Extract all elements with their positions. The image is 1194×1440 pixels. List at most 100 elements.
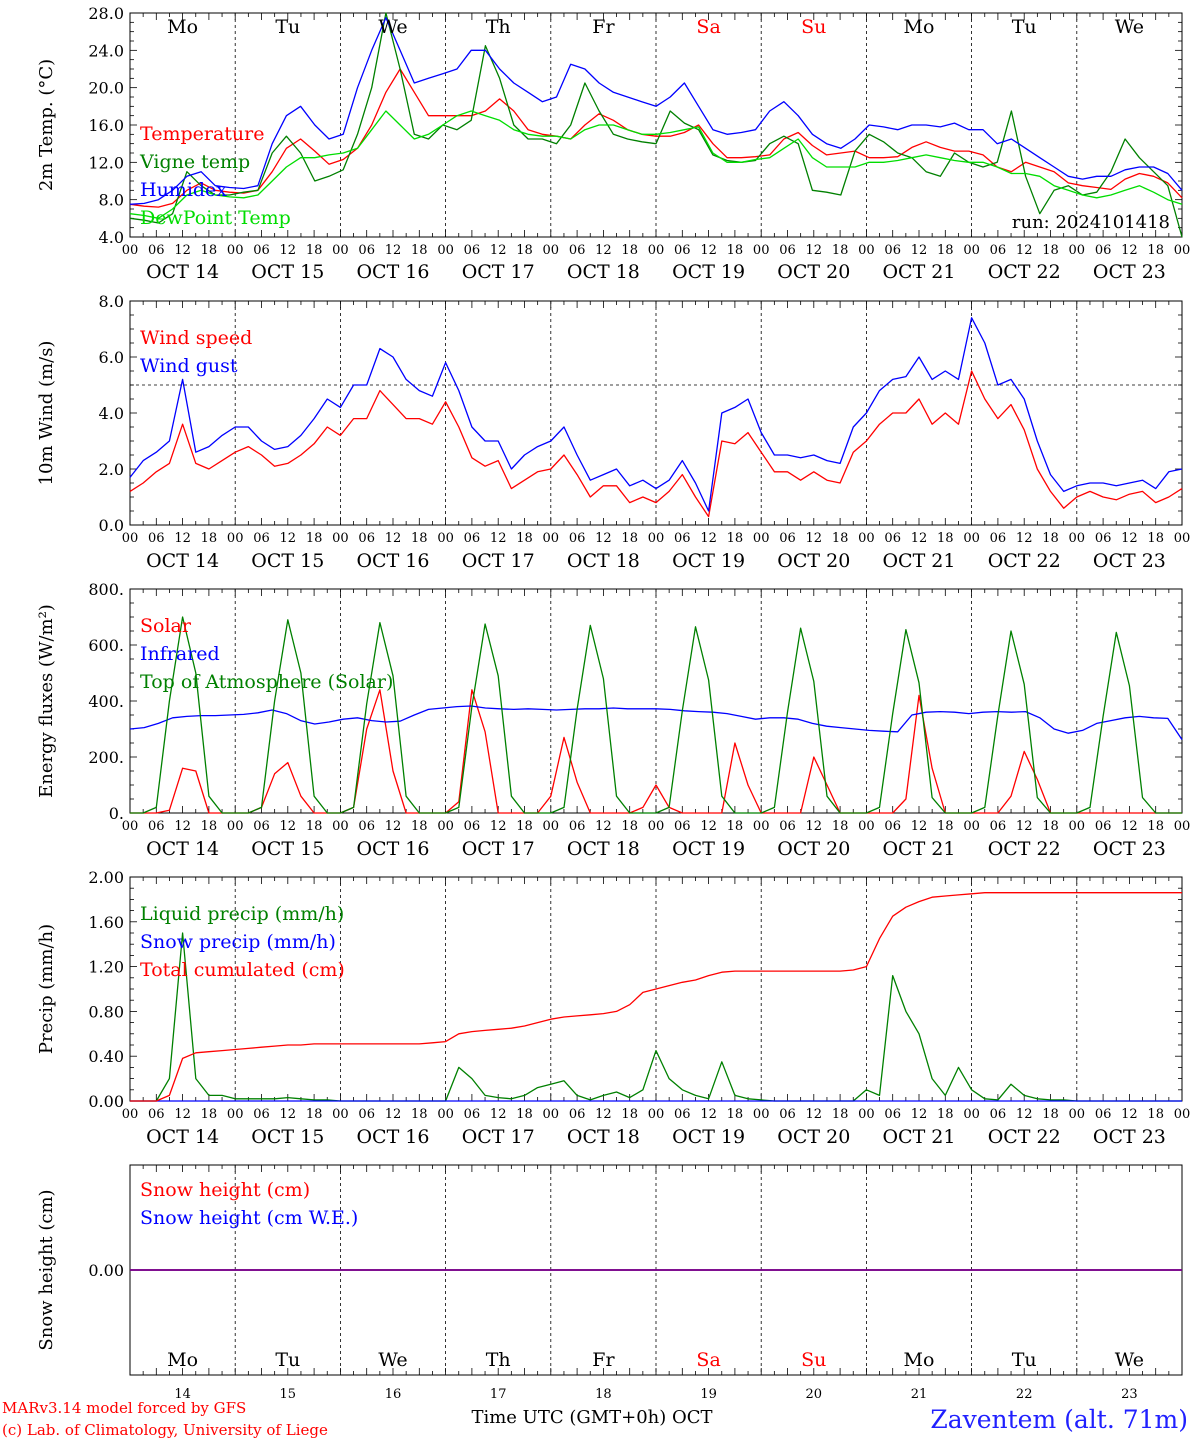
- legend-entry: Wind speed: [140, 327, 252, 349]
- day-number-label: 22: [1016, 1387, 1033, 1402]
- y-tick-label: 8.0: [99, 292, 124, 311]
- station-label: Zaventem (alt. 71m): [930, 1405, 1188, 1434]
- y-tick-label: 4.0: [99, 228, 124, 247]
- weekday-label: Su: [801, 1349, 826, 1371]
- date-label: OCT 15: [251, 838, 324, 860]
- hour-tick-label: 00: [122, 531, 139, 546]
- hour-tick-label: 06: [990, 1107, 1007, 1122]
- series-line-total-cumulated-cm-: [130, 892, 1182, 1102]
- date-label: OCT 14: [146, 1126, 219, 1148]
- hour-tick-label: 00: [543, 243, 560, 258]
- panel-1: 4.0 8.0 12.0 16.0 20.0 24.0 28.0 2m Temp. (°C) T…: [36, 4, 1190, 283]
- hour-tick-label: 18: [1042, 243, 1059, 258]
- hour-tick-label: 00: [1069, 531, 1086, 546]
- hour-tick-label: 00: [437, 819, 454, 834]
- chart-panels: 4.0 8.0 12.0 16.0 20.0 24.0 28.0 2m Temp. (°C) T…: [36, 4, 1190, 1402]
- hour-tick-label: 18: [1042, 531, 1059, 546]
- hour-tick-label: 12: [911, 819, 928, 834]
- legend-entry: Wind gust: [140, 355, 238, 377]
- y-tick-label: 24.0: [88, 41, 124, 60]
- hour-tick-label: 18: [516, 243, 533, 258]
- series-line-wind-speed: [129, 370, 1183, 518]
- hour-tick-label: 12: [911, 243, 928, 258]
- hour-tick-label: 00: [1069, 243, 1086, 258]
- hour-tick-label: 06: [674, 819, 691, 834]
- panel-5: 0.00 Snow height (cm) Snow height (cm) Snow…: [36, 1164, 1183, 1402]
- hour-tick-label: 12: [280, 1107, 297, 1122]
- date-label: OCT 18: [567, 838, 640, 860]
- y-tick-label: 6.0: [99, 348, 124, 367]
- hour-tick-label: 06: [884, 1107, 901, 1122]
- hour-tick-label: 18: [1042, 1107, 1059, 1122]
- hour-tick-label: 06: [884, 531, 901, 546]
- date-label: OCT 16: [356, 261, 429, 283]
- hour-tick-label: 12: [490, 243, 507, 258]
- hour-tick-label: 12: [280, 819, 297, 834]
- hour-tick-label: 12: [280, 531, 297, 546]
- weekday-label: Tu: [1012, 16, 1037, 38]
- date-label: OCT 23: [1093, 1126, 1166, 1148]
- date-label: OCT 14: [146, 838, 219, 860]
- hour-tick-label: 00: [858, 243, 875, 258]
- hour-tick-label: 18: [937, 819, 954, 834]
- date-label: OCT 15: [251, 261, 324, 283]
- y-tick-label: 8.0: [99, 191, 124, 210]
- hour-tick-label: 00: [332, 1107, 349, 1122]
- series-line-humidex: [129, 17, 1183, 205]
- hour-tick-label: 06: [1095, 531, 1112, 546]
- date-label: OCT 16: [356, 550, 429, 572]
- weekday-label: Tu: [1012, 1349, 1037, 1371]
- hour-tick-label: 18: [516, 819, 533, 834]
- hour-tick-label: 06: [569, 819, 586, 834]
- hour-tick-label: 06: [1095, 1107, 1112, 1122]
- hour-tick-label: 18: [201, 531, 218, 546]
- date-label: OCT 14: [146, 261, 219, 283]
- legend-entry: Humidex: [140, 179, 227, 201]
- date-label: OCT 22: [988, 838, 1061, 860]
- hour-tick-label: 12: [280, 243, 297, 258]
- hour-tick-label: 00: [858, 819, 875, 834]
- hour-tick-label: 00: [1174, 819, 1191, 834]
- hour-tick-label: 06: [464, 1107, 481, 1122]
- hour-tick-label: 18: [832, 819, 849, 834]
- hour-tick-label: 18: [832, 1107, 849, 1122]
- series-line-infrared: [129, 705, 1183, 740]
- date-label: OCT 23: [1093, 838, 1166, 860]
- date-label: OCT 18: [567, 550, 640, 572]
- hour-tick-label: 12: [595, 243, 612, 258]
- y-tick-label: 600.: [88, 636, 124, 655]
- legend-entry: Solar: [140, 615, 192, 637]
- panel-4: 0.00 0.40 0.80 1.20 1.60 2.00 Precip (mm/h) Liq…: [36, 868, 1190, 1148]
- hour-tick-label: 18: [621, 243, 638, 258]
- hour-tick-label: 06: [569, 1107, 586, 1122]
- hour-tick-label: 12: [385, 819, 402, 834]
- hour-tick-label: 06: [779, 1107, 796, 1122]
- hour-tick-label: 12: [1016, 531, 1033, 546]
- date-label: OCT 19: [672, 1126, 745, 1148]
- day-number-label: 16: [385, 1387, 402, 1402]
- date-label: OCT 16: [356, 838, 429, 860]
- hour-tick-label: 00: [753, 819, 770, 834]
- y-axis-label: Snow height (cm): [36, 1189, 57, 1350]
- hour-tick-label: 18: [621, 819, 638, 834]
- panel-2: 0.0 2.0 4.0 6.0 8.0 10m Wind (m/s) Wind speed W…: [36, 292, 1190, 572]
- hour-tick-label: 00: [122, 819, 139, 834]
- hour-tick-label: 18: [306, 243, 323, 258]
- y-tick-label: 0.00: [88, 1261, 124, 1280]
- weekday-label: Mo: [904, 1349, 935, 1371]
- hour-tick-label: 00: [543, 1107, 560, 1122]
- hour-tick-label: 00: [227, 819, 244, 834]
- y-tick-label: 1.60: [88, 913, 124, 932]
- day-number-label: 20: [806, 1387, 823, 1402]
- legend-entry: Total cumulated (cm): [140, 959, 345, 981]
- hour-tick-label: 12: [385, 531, 402, 546]
- day-number-label: 23: [1121, 1387, 1138, 1402]
- legend-entry: Temperature: [140, 123, 264, 145]
- date-label: OCT 20: [777, 1126, 850, 1148]
- y-tick-label: 2.00: [88, 868, 124, 887]
- hour-tick-label: 12: [1016, 1107, 1033, 1122]
- hour-tick-label: 18: [306, 819, 323, 834]
- date-label: OCT 21: [882, 838, 955, 860]
- weekday-label: Tu: [275, 16, 300, 38]
- y-axis-label: Energy fluxes (W/m²): [36, 604, 57, 798]
